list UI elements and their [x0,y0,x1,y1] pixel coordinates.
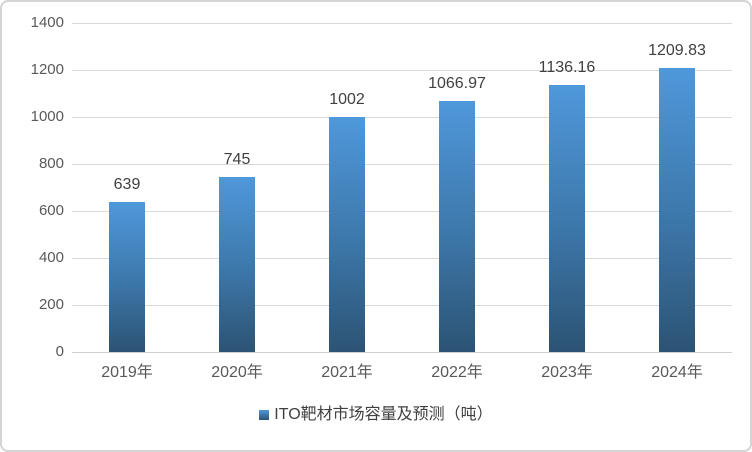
legend-marker-icon [259,410,270,420]
y-axis-tick-label: 1200 [30,61,64,78]
x-axis-category-label: 2020年 [211,364,263,381]
bar [109,201,145,352]
bar-value-label: 1209.83 [648,41,706,59]
x-axis-category-label: 2022年 [431,364,483,381]
x-axis-category-label: 2019年 [101,364,153,381]
gridline [72,164,732,165]
gridline [72,305,732,306]
gridline [72,211,732,212]
bar-value-label: 639 [113,175,141,193]
bar-value-label: 745 [223,150,251,168]
gridline [72,23,732,24]
bar [219,176,255,352]
x-axis-category-label: 2021年 [321,364,373,381]
x-axis-category-label: 2023年 [541,364,593,381]
y-axis-tick-label: 800 [38,155,64,172]
y-axis-tick-label: 600 [38,202,64,219]
bar [659,67,695,352]
bar-value-label: 1136.16 [538,59,596,76]
legend: ITO靶材市场容量及预测（吨） [2,405,750,425]
bar-value-label: 1002 [329,90,365,108]
bar [549,85,585,352]
x-axis-category-label: 2024年 [651,364,703,381]
gridline [72,258,732,259]
y-axis-tick-label: 1000 [30,108,64,125]
legend-series-label: ITO靶材市场容量及预测（吨） [274,406,493,423]
gridline [72,117,732,118]
bar [329,116,365,352]
y-axis-tick-label: 1400 [30,14,64,31]
bar [439,101,475,352]
bar-value-label: 1066.97 [428,75,486,93]
x-axis-line [72,352,732,353]
y-axis-tick-label: 400 [38,249,64,266]
gridline [72,70,732,71]
y-axis-tick-label: 200 [38,296,64,313]
y-axis-tick-label: 0 [55,343,64,360]
